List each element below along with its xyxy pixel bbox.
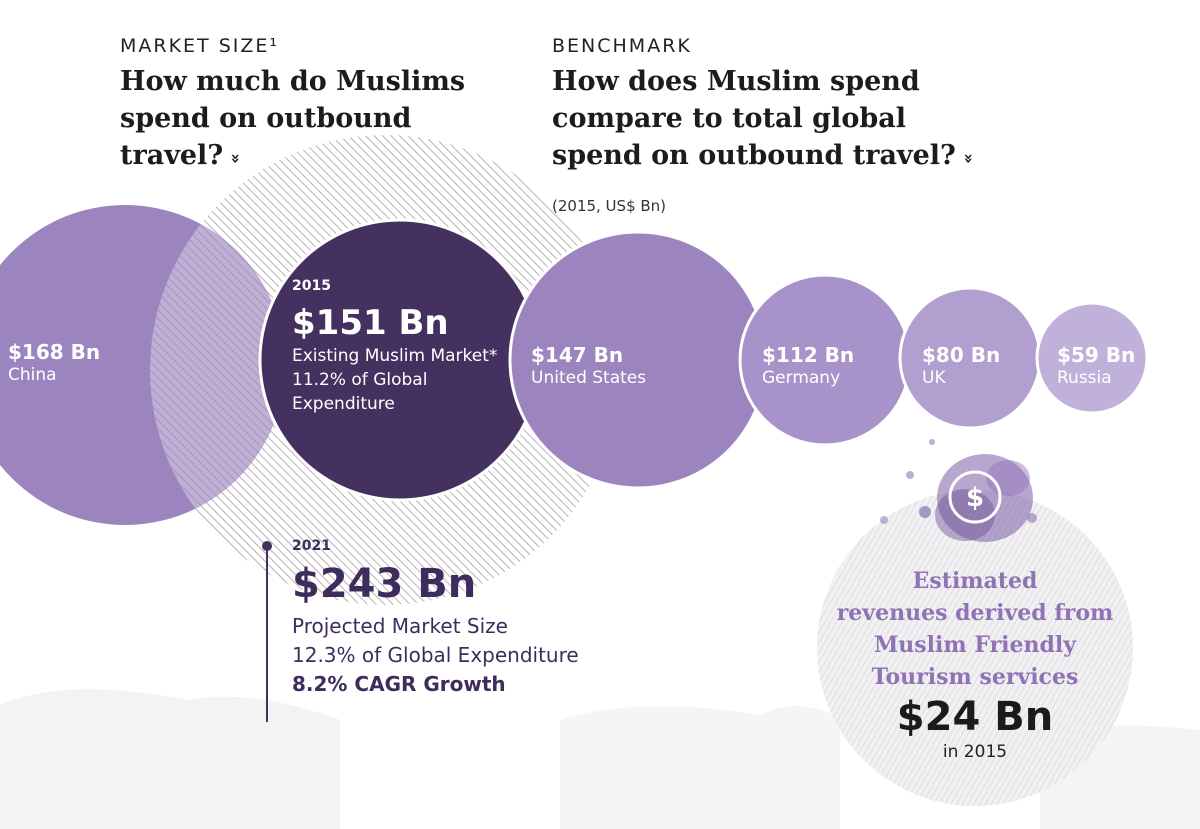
projection-growth: 8.2% CAGR Growth bbox=[292, 672, 506, 696]
headline-line: compare to total global bbox=[552, 103, 906, 134]
headline-line: How much do Muslims bbox=[120, 66, 466, 97]
revenue-callout: Estimated revenues derived from Muslim F… bbox=[820, 565, 1130, 763]
benchmark-kicker: BENCHMARK bbox=[552, 35, 692, 57]
revenue-title-line: Muslim Friendly bbox=[873, 632, 1077, 658]
dollar-coin-icon: $ bbox=[948, 470, 1002, 524]
benchmark-note: (2015, US$ Bn) bbox=[552, 197, 667, 215]
revenue-title-line: Estimated bbox=[912, 568, 1038, 594]
market-size-kicker: MARKET SIZE¹ bbox=[120, 35, 280, 57]
muslim-2015-desc-line: 11.2% of Global bbox=[292, 370, 428, 390]
bubble-russia bbox=[1035, 301, 1149, 415]
muslim-2015-desc-line: Expenditure bbox=[292, 394, 395, 414]
bubble-country-label: UK bbox=[922, 368, 946, 388]
label-uk: $80 Bn UK bbox=[922, 343, 1000, 389]
muslim-2015-desc-line: Existing Muslim Market* bbox=[292, 346, 498, 366]
bubble-value-label: $168 Bn bbox=[8, 340, 101, 364]
revenue-title-line: Tourism services bbox=[871, 664, 1079, 690]
bubble-country-label: Germany bbox=[762, 368, 841, 388]
projection-2021: 2021 $243 Bn Projected Market Size 12.3%… bbox=[292, 538, 622, 698]
year-label: 2015 bbox=[292, 278, 331, 294]
timeline-dot bbox=[262, 541, 272, 551]
projection-value: $243 Bn bbox=[292, 561, 477, 607]
headline-line: spend on outbound travel? bbox=[552, 140, 956, 171]
projection-desc-line: Projected Market Size bbox=[292, 614, 508, 638]
bubble-country-label: United States bbox=[531, 368, 647, 388]
svg-text:$: $ bbox=[966, 483, 984, 513]
projection-desc-line: 12.3% of Global Expenditure bbox=[292, 643, 579, 667]
bubble-value-label: $147 Bn bbox=[531, 343, 624, 367]
bubble-value-label: $80 Bn bbox=[922, 343, 1001, 367]
market-size-headline: How much do Muslims spend on outbound tr… bbox=[120, 63, 540, 177]
label-germany: $112 Bn Germany bbox=[762, 343, 854, 389]
benchmark-headline: How does Muslim spend compare to total g… bbox=[552, 63, 1072, 177]
revenue-value: $24 Bn bbox=[896, 694, 1054, 740]
headline-line: travel? bbox=[120, 140, 224, 171]
label-russia: $59 Bn Russia bbox=[1057, 343, 1135, 389]
bubble-value-label: $59 Bn bbox=[1057, 343, 1136, 367]
headline-line: How does Muslim spend bbox=[552, 66, 920, 97]
bubble-country-label: Russia bbox=[1057, 368, 1112, 388]
double-chevron-down-icon: » bbox=[226, 153, 246, 164]
bubble-value-label: $112 Bn bbox=[762, 343, 855, 367]
label-muslim-2015: 2015 $151 Bn Existing Muslim Market* 11.… bbox=[292, 278, 522, 416]
headline-line: spend on outbound bbox=[120, 103, 412, 134]
revenue-subtitle: in 2015 bbox=[942, 742, 1008, 762]
bubble-country-label: China bbox=[8, 365, 57, 385]
revenue-title-line: revenues derived from bbox=[836, 600, 1114, 626]
double-chevron-down-icon: » bbox=[959, 153, 979, 164]
label-china: $168 Bn China bbox=[8, 340, 100, 386]
muslim-2015-value: $151 Bn bbox=[292, 303, 449, 343]
revenue-bubble bbox=[817, 490, 1133, 806]
label-united-states: $147 Bn United States bbox=[531, 343, 646, 389]
year-label: 2021 bbox=[292, 538, 331, 554]
